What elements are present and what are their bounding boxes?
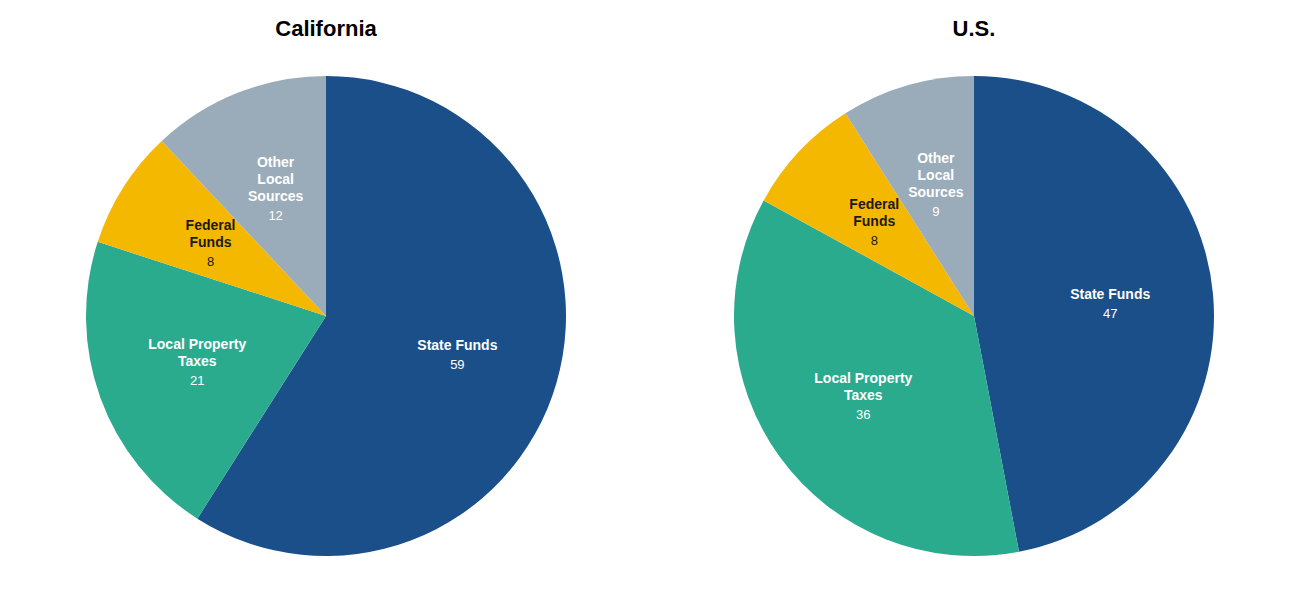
html-text:U.S.: U.S. <box>952 16 996 41</box>
html-text:California: California <box>275 16 377 41</box>
svg-text:State Funds59: State Funds59 <box>417 337 497 372</box>
svg-text:OtherLocalSources9: OtherLocalSources9 <box>908 150 963 219</box>
svg-text:FederalFunds8: FederalFunds8 <box>186 217 236 269</box>
svg-text:OtherLocalSources12: OtherLocalSources12 <box>248 154 303 223</box>
svg-text:FederalFunds8: FederalFunds8 <box>849 196 899 248</box>
svg-text:Local PropertyTaxes21: Local PropertyTaxes21 <box>148 336 246 388</box>
svg-text:Local PropertyTaxes36: Local PropertyTaxes36 <box>814 370 912 422</box>
svg-text:State Funds47: State Funds47 <box>1070 286 1150 321</box>
